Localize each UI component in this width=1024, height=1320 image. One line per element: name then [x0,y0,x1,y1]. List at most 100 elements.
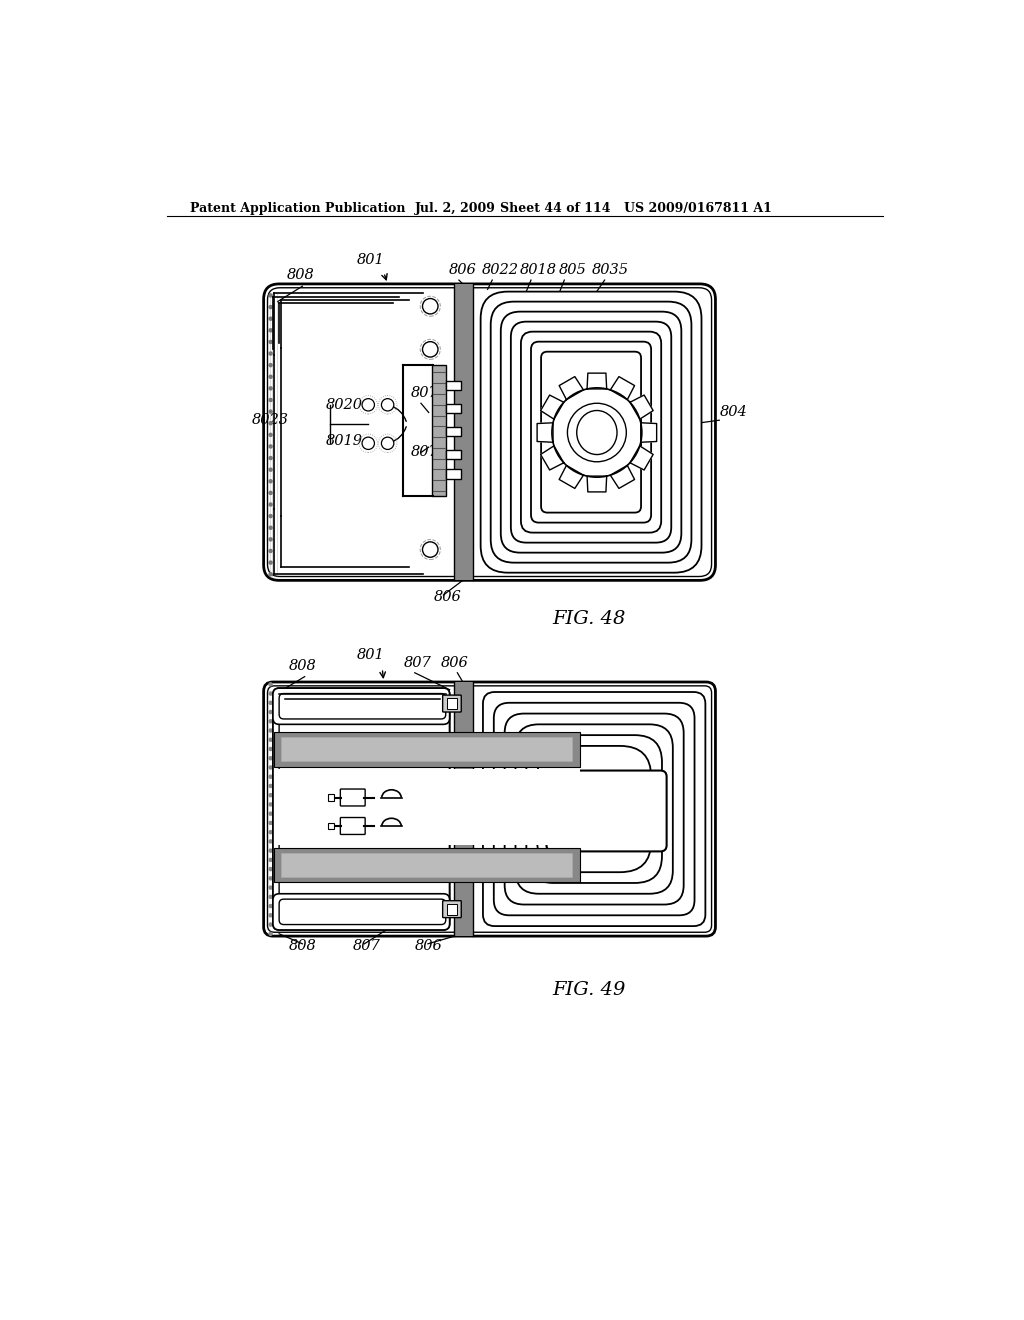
FancyBboxPatch shape [515,725,673,894]
Text: 807: 807 [411,445,438,459]
Circle shape [423,342,438,358]
Circle shape [269,491,272,495]
Text: 806: 806 [440,656,468,669]
Circle shape [269,895,272,899]
Polygon shape [587,477,606,492]
FancyBboxPatch shape [280,899,445,924]
Circle shape [269,812,272,816]
Circle shape [269,363,272,367]
Circle shape [269,411,272,413]
Bar [273,770,580,845]
FancyBboxPatch shape [263,682,716,936]
Circle shape [269,341,272,343]
Text: 808: 808 [289,939,317,953]
Bar [445,470,461,479]
Polygon shape [559,466,584,488]
Circle shape [269,830,272,834]
FancyBboxPatch shape [490,302,691,562]
Circle shape [269,858,272,862]
Text: Sheet 44 of 114: Sheet 44 of 114 [500,202,610,215]
FancyBboxPatch shape [446,904,458,915]
Circle shape [269,399,272,401]
Bar [432,364,445,496]
Polygon shape [541,395,564,420]
Circle shape [269,317,272,321]
Circle shape [381,399,394,411]
Circle shape [269,294,272,297]
Circle shape [269,729,272,733]
Bar [281,853,572,876]
FancyBboxPatch shape [446,698,458,709]
Circle shape [269,682,272,686]
FancyBboxPatch shape [505,714,684,904]
FancyBboxPatch shape [263,284,716,581]
Circle shape [269,457,272,459]
Circle shape [269,701,272,705]
Bar [454,682,473,936]
Text: 808: 808 [287,268,314,282]
FancyBboxPatch shape [538,746,651,873]
Circle shape [269,445,272,447]
FancyBboxPatch shape [541,351,641,512]
Circle shape [269,793,272,797]
FancyBboxPatch shape [521,331,662,533]
Bar [454,284,473,581]
FancyBboxPatch shape [511,322,672,543]
FancyBboxPatch shape [280,693,445,719]
Text: 8020: 8020 [406,780,442,795]
Text: 807: 807 [411,387,438,400]
Circle shape [269,421,272,425]
Circle shape [423,543,438,557]
FancyBboxPatch shape [501,312,681,553]
FancyBboxPatch shape [340,789,366,807]
Circle shape [269,479,272,483]
Text: 8023: 8023 [252,413,289,428]
Polygon shape [641,422,656,442]
Text: Jul. 2, 2009: Jul. 2, 2009 [415,202,496,215]
Circle shape [269,747,272,751]
FancyBboxPatch shape [273,894,450,929]
Circle shape [269,549,272,553]
Polygon shape [630,395,653,420]
Text: Patent Application Publication: Patent Application Publication [190,202,406,215]
Circle shape [381,437,394,450]
Circle shape [269,803,272,807]
Text: FIG. 49: FIG. 49 [553,981,626,999]
Circle shape [269,876,272,880]
Circle shape [269,561,272,564]
Circle shape [269,840,272,843]
Circle shape [269,329,272,331]
Text: 806: 806 [434,590,462,605]
Circle shape [362,437,375,450]
Circle shape [269,756,272,760]
Bar [445,404,461,413]
Polygon shape [559,376,584,400]
FancyBboxPatch shape [267,686,712,932]
Circle shape [269,821,272,825]
Text: 807: 807 [352,939,381,953]
Circle shape [269,886,272,890]
Circle shape [269,932,272,936]
FancyBboxPatch shape [494,702,694,915]
Bar [445,450,461,459]
Text: FIG. 48: FIG. 48 [553,610,626,628]
FancyBboxPatch shape [531,342,651,523]
Circle shape [269,387,272,389]
Ellipse shape [577,411,617,454]
Circle shape [269,784,272,788]
Bar [328,795,334,800]
Bar [328,822,334,829]
Circle shape [269,904,272,908]
Polygon shape [630,446,653,470]
FancyBboxPatch shape [526,735,662,883]
FancyBboxPatch shape [480,292,701,573]
Text: 8018: 8018 [520,263,557,277]
Text: 8022: 8022 [482,263,519,277]
Bar [273,733,580,767]
Text: 806: 806 [415,939,442,953]
Text: 8019: 8019 [326,434,362,447]
Text: 805: 805 [559,263,587,277]
Circle shape [269,775,272,779]
Bar [281,738,572,762]
Circle shape [552,388,642,478]
